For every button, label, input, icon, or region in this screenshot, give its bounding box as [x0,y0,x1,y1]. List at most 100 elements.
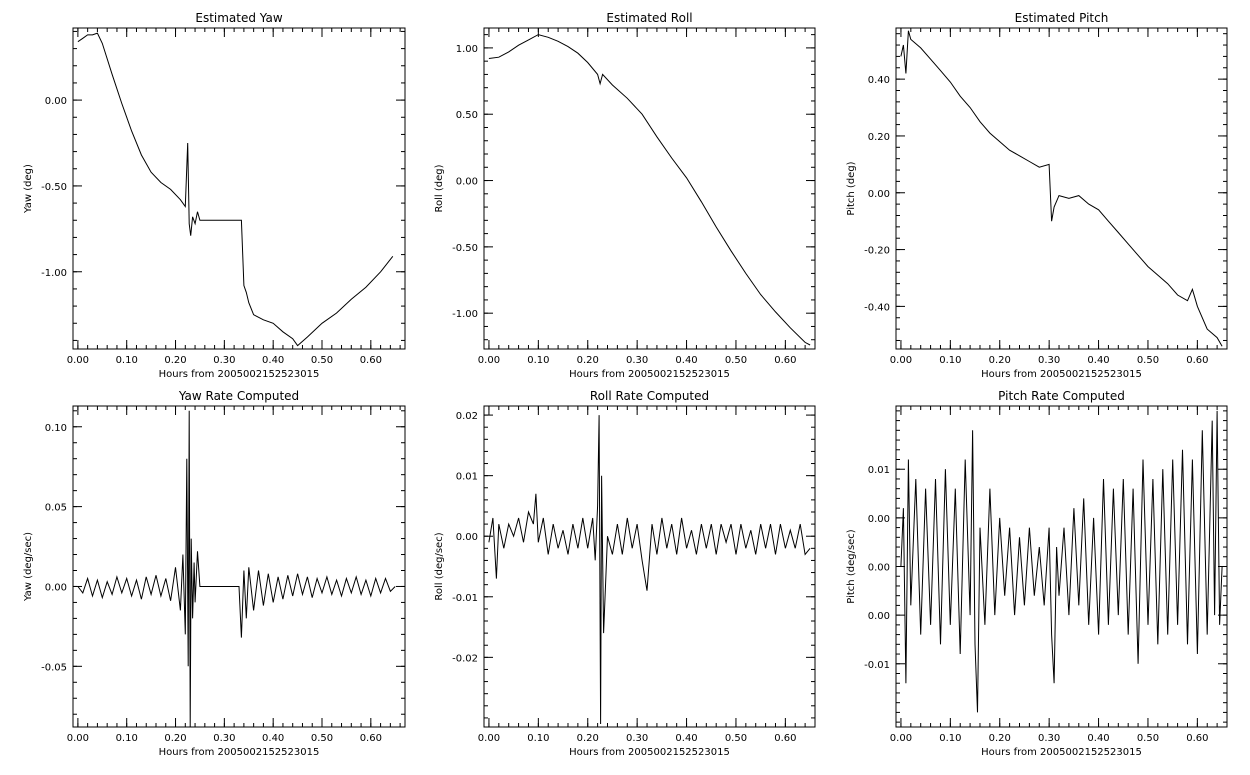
y-tick-label: -0.01 [452,593,478,604]
chart-title: Pitch Rate Computed [998,389,1125,403]
chart-title: Yaw Rate Computed [178,389,299,403]
x-tick-label: 0.40 [675,733,697,744]
x-axis-label: Hours from 2005002152523015 [981,369,1142,380]
x-tick-label: 0.30 [213,733,235,744]
x-tick-label: 0.10 [527,355,549,366]
y-tick-label: -0.02 [452,653,478,664]
x-tick-label: 0.40 [262,733,284,744]
y-tick-label: 0.00 [45,96,67,107]
x-tick-label: 0.60 [360,355,382,366]
y-tick-label: -1.00 [452,309,478,320]
x-tick-label: 0.40 [1087,355,1109,366]
x-tick-label: 0.20 [577,355,599,366]
x-tick-label: 0.40 [675,355,697,366]
series-line-yaw-rate [77,410,396,728]
y-tick-label: 0.01 [456,472,478,483]
y-axis-label: Yaw (deg/sec) [23,532,34,602]
x-tick-label: 0.40 [1087,733,1109,744]
x-tick-label: 0.30 [213,355,235,366]
panel-roll: Estimated Roll Hours from 200500215252301… [434,11,816,380]
x-tick-label: 0.10 [939,733,961,744]
y-tick-label: 0.01 [868,465,890,476]
plot-frame [895,27,1228,350]
x-tick-label: 0.10 [527,733,549,744]
x-tick-label: 0.40 [262,355,284,366]
x-tick-label: 0.10 [116,355,138,366]
x-tick-label: 0.50 [311,355,333,366]
x-tick-label: 0.50 [725,733,747,744]
y-axis-label: Yaw (deg) [23,164,34,214]
x-axis-label: Hours from 2005002152523015 [159,369,320,380]
series-line-roll-rate [488,415,811,725]
y-tick-label: -0.20 [864,246,890,257]
x-tick-label: 0.50 [311,733,333,744]
y-axis-label: Roll (deg) [434,164,445,212]
x-tick-label: 0.20 [164,355,186,366]
x-tick-label: 0.30 [1038,355,1060,366]
panel-pitch: Estimated Pitch Hours from 20050021525230… [846,11,1228,380]
y-tick-label: 0.40 [868,75,890,86]
x-tick-label: 0.60 [1186,355,1208,366]
panel-yaw: Estimated Yaw Hours from 2005002152523015… [23,11,406,380]
x-tick-label: 0.10 [939,355,961,366]
x-tick-label: 0.00 [67,733,89,744]
y-tick-label: -0.50 [452,243,478,254]
x-tick-label: 0.50 [1137,733,1159,744]
y-tick-label: 0.00 [45,582,67,593]
y-tick-label: -0.01 [864,660,890,671]
x-tick-label: 0.00 [478,355,500,366]
x-tick-label: 0.60 [1186,733,1208,744]
plot-frame [72,405,406,728]
y-tick-label: 0.02 [456,411,478,422]
x-tick-label: 0.30 [626,355,648,366]
x-tick-label: 0.30 [1038,733,1060,744]
plot-frame [483,27,816,350]
y-tick-label: 0.00 [456,532,478,543]
y-tick-label: 0.00 [868,514,890,525]
series-line-pitch-rate [900,410,1223,713]
x-axis-label: Hours from 2005002152523015 [569,369,730,380]
y-axis-label: Roll (deg/sec) [434,532,445,600]
x-tick-label: 0.50 [1137,355,1159,366]
series-line-pitch [900,30,1223,347]
x-tick-label: 0.20 [989,355,1011,366]
x-tick-label: 0.10 [116,733,138,744]
y-tick-label: 0.00 [868,563,890,574]
panel-roll-rate: Roll Rate Computed Hours from 20050021525… [434,389,816,758]
y-tick-label: -0.50 [41,182,67,193]
x-axis-label: Hours from 2005002152523015 [159,747,320,758]
series-line-yaw [77,32,394,347]
series-line-roll [488,34,811,346]
y-tick-label: 0.00 [868,189,890,200]
x-tick-label: 0.00 [890,733,912,744]
y-tick-label: 0.05 [45,503,67,514]
y-tick-label: 0.10 [45,423,67,434]
x-tick-label: 0.60 [774,733,796,744]
plot-frame [72,27,406,350]
x-axis-label: Hours from 2005002152523015 [569,747,730,758]
x-tick-label: 0.60 [774,355,796,366]
x-tick-label: 0.20 [989,733,1011,744]
x-tick-label: 0.00 [890,355,912,366]
chart-title: Estimated Roll [606,11,692,25]
x-axis-label: Hours from 2005002152523015 [981,747,1142,758]
y-tick-label: -0.05 [41,662,67,673]
y-tick-label: 0.00 [868,611,890,622]
panel-yaw-rate: Yaw Rate Computed Hours from 200500215252… [23,389,406,758]
y-tick-label: 0.20 [868,132,890,143]
y-tick-label: -1.00 [41,268,67,279]
x-tick-label: 0.30 [626,733,648,744]
panel-pitch-rate: Pitch Rate Computed Hours from 2005002152… [846,389,1228,758]
x-tick-label: 0.00 [478,733,500,744]
chart-title: Estimated Pitch [1015,11,1109,25]
x-tick-label: 0.20 [577,733,599,744]
y-tick-label: 0.50 [456,110,478,121]
x-tick-label: 0.00 [67,355,89,366]
y-tick-label: 0.00 [456,177,478,188]
y-axis-label: Pitch (deg/sec) [846,529,857,604]
plot-frame [483,405,816,728]
y-tick-label: 1.00 [456,44,478,55]
chart-title: Roll Rate Computed [590,389,709,403]
x-tick-label: 0.60 [360,733,382,744]
